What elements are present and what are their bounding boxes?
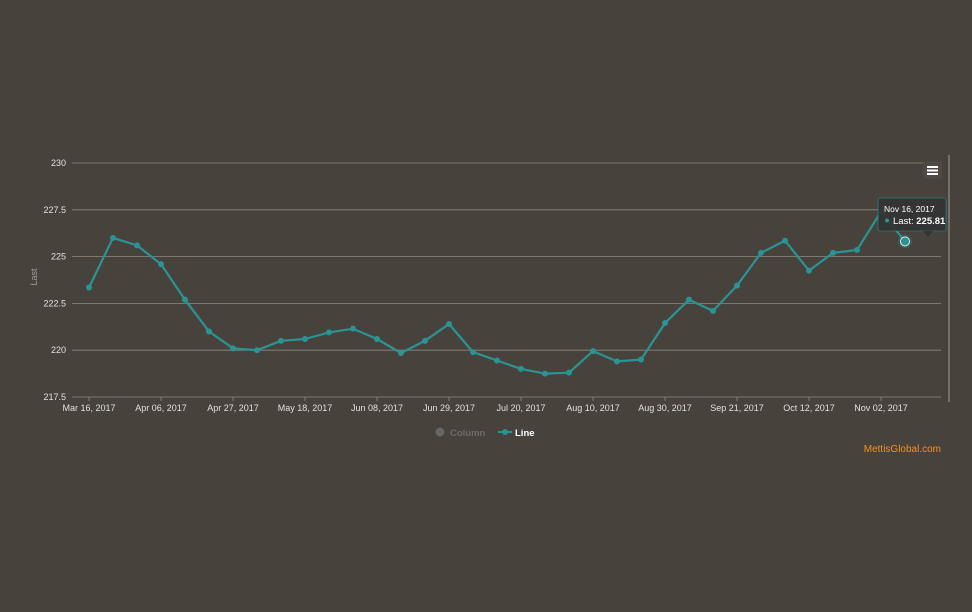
y-tick-label: 227.5 <box>43 205 66 215</box>
data-point[interactable] <box>374 335 380 342</box>
x-tick-label: Jun 29, 2017 <box>423 403 475 413</box>
x-tick-label: Oct 12, 2017 <box>783 403 835 413</box>
data-point[interactable] <box>206 328 212 335</box>
x-tick-label: Aug 30, 2017 <box>638 403 692 413</box>
x-tick-label: Jul 20, 2017 <box>496 403 545 413</box>
data-point[interactable] <box>900 236 910 247</box>
series-line-path <box>88 210 906 375</box>
y-tick-label: 217.5 <box>43 392 66 402</box>
data-point[interactable] <box>614 358 620 365</box>
legend: Column Line <box>435 427 535 440</box>
series-line <box>86 208 912 377</box>
data-point[interactable] <box>326 329 332 336</box>
legend-column-label: Column <box>450 428 486 439</box>
data-point[interactable] <box>590 348 596 355</box>
data-point[interactable] <box>278 337 284 344</box>
x-tick-label: May 18, 2017 <box>278 403 333 413</box>
svg-text:Last: 225.81: Last: 225.81 <box>893 216 946 227</box>
data-point[interactable] <box>470 349 476 356</box>
legend-item-line[interactable]: Line <box>498 428 535 439</box>
y-axis-title: Last <box>29 268 39 286</box>
data-point[interactable] <box>662 320 668 327</box>
tooltip-date: Nov 16, 2017 <box>884 204 935 214</box>
data-point[interactable] <box>446 320 452 327</box>
hamburger-menu-icon <box>927 166 938 175</box>
data-point[interactable] <box>638 356 644 363</box>
y-tick-label: 225 <box>51 252 66 262</box>
data-point[interactable] <box>182 296 188 303</box>
x-tick-label: Aug 10, 2017 <box>566 403 620 413</box>
x-tick-label: Mar 16, 2017 <box>62 403 115 413</box>
legend-item-column[interactable]: Column <box>435 427 486 440</box>
data-point[interactable] <box>542 370 548 377</box>
data-point[interactable] <box>350 325 356 332</box>
y-tick-label: 230 <box>51 158 66 168</box>
credits-link[interactable]: MettisGlobal.com <box>864 444 941 455</box>
legend-line-marker <box>502 429 508 435</box>
tooltip-series-marker <box>885 218 889 223</box>
tooltip-label: Last: <box>893 216 914 227</box>
data-point[interactable] <box>302 335 308 342</box>
y-axis-ticks: 217.5 220 222.5 225 227.5 230 <box>43 158 66 402</box>
x-tick-label: Apr 27, 2017 <box>207 403 259 413</box>
data-point[interactable] <box>734 282 740 289</box>
data-point[interactable] <box>854 247 860 254</box>
data-point[interactable] <box>254 347 260 354</box>
data-point[interactable] <box>686 296 692 303</box>
x-tick-label: Jun 08, 2017 <box>351 403 403 413</box>
legend-line-label: Line <box>515 428 535 439</box>
data-point[interactable] <box>494 357 500 364</box>
data-point[interactable] <box>566 369 572 376</box>
data-point[interactable] <box>806 267 812 274</box>
y-tick-label: 220 <box>51 345 66 355</box>
data-point[interactable] <box>710 307 716 314</box>
gridlines <box>72 162 941 398</box>
legend-column-marker <box>435 427 445 437</box>
x-axis-ticks: Mar 16, 2017 Apr 06, 2017 Apr 27, 2017 May … <box>62 397 908 413</box>
data-point[interactable] <box>782 237 788 244</box>
data-point[interactable] <box>110 234 116 241</box>
y-tick-label: 222.5 <box>43 298 66 308</box>
data-point[interactable] <box>230 345 236 352</box>
data-point[interactable] <box>398 350 404 357</box>
x-tick-label: Sep 21, 2017 <box>710 403 764 413</box>
chart-menu-button[interactable] <box>923 161 942 179</box>
data-point[interactable] <box>518 365 524 372</box>
data-point[interactable] <box>422 337 428 344</box>
tooltip-value: 225.81 <box>916 216 946 227</box>
tooltip: Nov 16, 2017 Last: 225.81 <box>877 197 947 237</box>
x-tick-label: Apr 06, 2017 <box>135 403 187 413</box>
data-point[interactable] <box>758 249 764 256</box>
data-point[interactable] <box>134 242 140 249</box>
data-point[interactable] <box>158 261 164 268</box>
data-point[interactable] <box>86 284 92 291</box>
data-point[interactable] <box>830 249 836 256</box>
x-tick-label: Nov 02, 2017 <box>854 403 908 413</box>
